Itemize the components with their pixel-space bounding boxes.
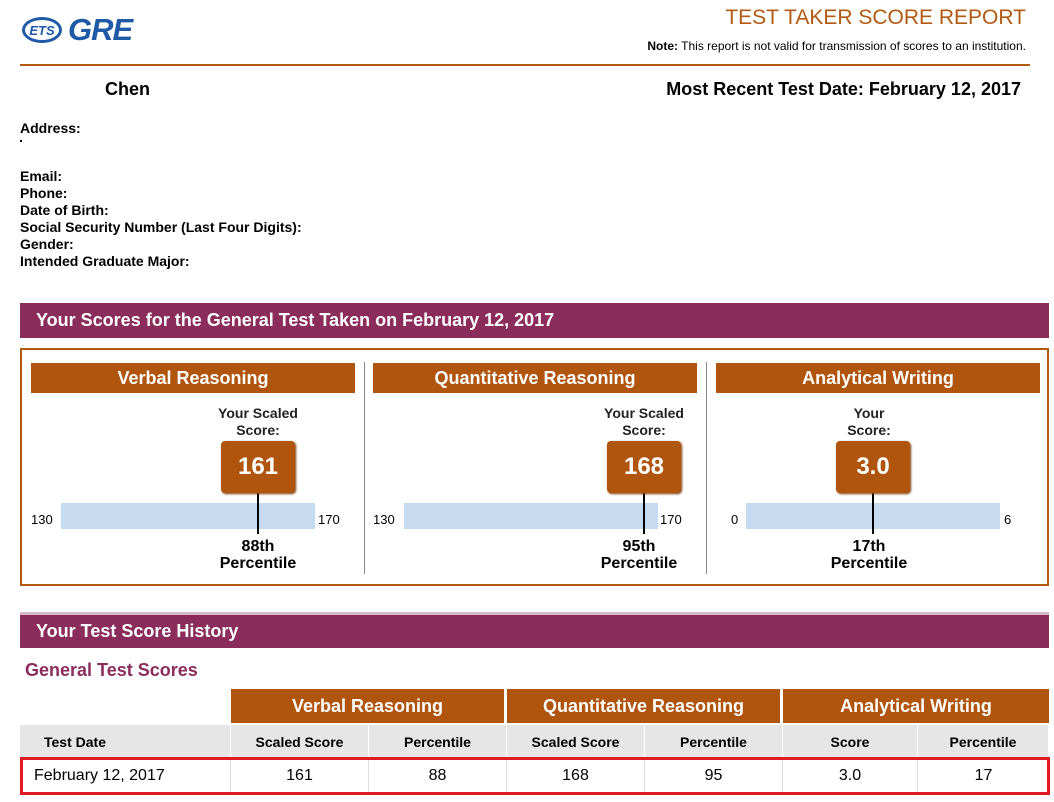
- cell-verbal-scaled: 161: [231, 759, 369, 793]
- cell-writing-score: 3.0: [783, 759, 918, 793]
- history-heading: Your Test Score History: [20, 612, 1049, 648]
- report-note: Note: This report is not valid for trans…: [647, 39, 1026, 53]
- quant-section-title: Quantitative Reasoning: [373, 363, 697, 393]
- col-verbal-percentile: Percentile: [369, 725, 507, 758]
- most-recent-test-date: Most Recent Test Date: February 12, 2017: [666, 79, 1021, 99]
- writing-min-label: 0: [731, 512, 739, 527]
- verbal-score-label: Your Scaled Score:: [218, 405, 298, 438]
- writing-score-box: 3.0: [836, 441, 910, 493]
- quant-score-marker: [643, 492, 645, 534]
- ssn-label: Social Security Number (Last Four Digits…: [20, 219, 302, 235]
- scores-heading: Your Scores for the General Test Taken o…: [20, 303, 1049, 338]
- col-writing-percentile: Percentile: [918, 725, 1049, 758]
- col-verbal-scaled: Scaled Score: [231, 725, 369, 758]
- quant-score-bar: [404, 503, 658, 529]
- ets-logo-icon: ETS: [22, 17, 62, 43]
- history-group-quant: Quantitative Reasoning: [507, 689, 780, 723]
- row-highlight: [20, 757, 1050, 795]
- gre-logo: ETS GRE: [22, 12, 133, 48]
- writing-max-label: 6: [1004, 512, 1012, 527]
- panel-divider-2: [706, 362, 707, 574]
- header-divider: [20, 64, 1030, 66]
- report-title: TEST TAKER SCORE REPORT: [725, 6, 1026, 29]
- writing-percentile: 17th Percentile: [830, 538, 908, 572]
- dob-label: Date of Birth:: [20, 202, 109, 218]
- col-writing-score: Score: [783, 725, 918, 758]
- writing-score-marker: [872, 492, 874, 534]
- col-quant-scaled: Scaled Score: [507, 725, 645, 758]
- major-label: Intended Graduate Major:: [20, 253, 190, 269]
- cell-quant-percentile: 95: [645, 759, 783, 793]
- cell-verbal-percentile: 88: [369, 759, 507, 793]
- candidate-name: Chen: [105, 79, 150, 99]
- scores-panel: [20, 348, 1049, 586]
- ets-logo-text: ETS: [29, 22, 55, 38]
- address-label: Address:: [20, 120, 81, 136]
- history-group-verbal: Verbal Reasoning: [231, 689, 504, 723]
- col-test-date: Test Date: [20, 725, 231, 758]
- cell-writing-percentile: 17: [974, 767, 993, 784]
- writing-score-label: Your Score:: [847, 405, 891, 438]
- phone-label: Phone:: [20, 185, 68, 201]
- quant-score-box: 168: [607, 441, 681, 493]
- verbal-max-label: 170: [318, 512, 340, 527]
- verbal-score-bar: [61, 503, 315, 529]
- quant-percentile: 95th Percentile: [600, 538, 678, 572]
- note-text: This report is not valid for transmissio…: [678, 39, 1026, 53]
- verbal-section-title: Verbal Reasoning: [31, 363, 355, 393]
- quant-score-label: Your Scaled Score:: [604, 405, 684, 438]
- note-label: Note:: [647, 39, 679, 53]
- verbal-min-label: 130: [31, 512, 53, 527]
- verbal-score-marker: [257, 492, 259, 534]
- verbal-score-box: 161: [221, 441, 295, 493]
- panel-divider-1: [364, 362, 365, 574]
- verbal-percentile: 88th Percentile: [219, 538, 297, 572]
- gre-logo-text: GRE: [68, 12, 133, 47]
- history-subheading: General Test Scores: [25, 660, 198, 680]
- quant-max-label: 170: [660, 512, 682, 527]
- gender-label: Gender:: [20, 236, 74, 252]
- writing-section-title: Analytical Writing: [716, 363, 1040, 393]
- history-group-writing: Analytical Writing: [783, 689, 1049, 723]
- quant-min-label: 130: [373, 512, 395, 527]
- cell-test-date: February 12, 2017: [20, 759, 231, 793]
- cell-quant-scaled: 168: [507, 759, 645, 793]
- email-label: Email:: [20, 168, 63, 184]
- address-dot: [20, 140, 22, 142]
- col-quant-percentile: Percentile: [645, 725, 783, 758]
